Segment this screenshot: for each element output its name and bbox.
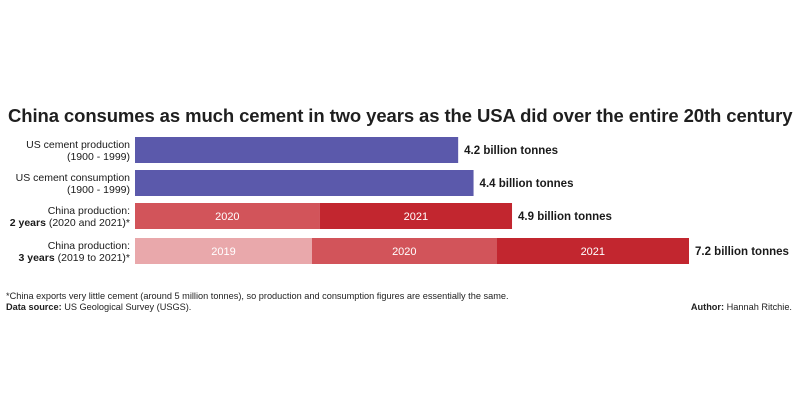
bar-segment: [135, 137, 459, 163]
category-label-line2: 2 years (2020 and 2021)*: [10, 217, 130, 229]
category-label-bold: 2 years: [10, 217, 46, 229]
category-label-line2: 3 years (2019 to 2021)*: [18, 252, 130, 264]
category-label-rest: (2019 to 2021)*: [55, 252, 130, 264]
footnote: *China exports very little cement (aroun…: [6, 291, 509, 301]
data-source-text: US Geological Survey (USGS).: [61, 302, 192, 312]
category-label-line1: China production:: [48, 240, 130, 252]
author-label: Author:: [690, 302, 725, 312]
category-label-line2: (1900 - 1999): [67, 184, 130, 196]
data-source: Data source: US Geological Survey (USGS)…: [6, 302, 191, 312]
category-label-bold: 3 years: [18, 252, 54, 264]
chart-title: China consumes as much cement in two yea…: [8, 105, 793, 126]
bar-segment: [311, 238, 497, 264]
segment-label: 2021: [404, 211, 428, 223]
bar-segment: [135, 170, 474, 196]
author-credit: Author: Hannah Ritchie.: [691, 302, 792, 312]
bar-segment: [319, 203, 513, 229]
author-text: Hannah Ritchie.: [724, 302, 792, 312]
category-label: US cement consumption (1900 - 1999): [16, 172, 131, 196]
category-label: China production: 3 years (2019 to 2021)*: [18, 240, 130, 264]
data-source-label: Data source:: [6, 302, 62, 312]
total-label: 4.4 billion tonnes: [480, 178, 574, 190]
category-label-line2: (1900 - 1999): [67, 151, 130, 163]
bar-row: China production: 2 years (2020 and 2021)…: [10, 203, 612, 229]
bar-segment: [135, 203, 320, 229]
bar-row: China production: 3 years (2019 to 2021)*…: [18, 238, 789, 264]
segment-label: 2021: [581, 246, 605, 258]
category-label: US cement production (1900 - 1999): [26, 139, 130, 163]
segment-label: 2020: [215, 211, 239, 223]
category-label-line1: US cement consumption: [16, 172, 131, 184]
segment-label: 2019: [211, 246, 235, 258]
segment-label: 2020: [392, 246, 416, 258]
bar-chart: US cement production (1900 - 1999) 4.2 bil…: [10, 137, 789, 264]
category-label: China production: 2 years (2020 and 2021)…: [10, 205, 130, 229]
total-label: 4.9 billion tonnes: [518, 211, 612, 223]
total-label: 7.2 billion tonnes: [695, 246, 789, 258]
bar-segment: [496, 238, 689, 264]
bar-row: US cement consumption (1900 - 1999) 4.4 bi…: [16, 170, 574, 196]
category-label-rest: (2020 and 2021)*: [46, 217, 130, 229]
bar-row: US cement production (1900 - 1999) 4.2 bil…: [26, 137, 558, 163]
category-label-line1: China production:: [48, 205, 130, 217]
bar-segment: [135, 238, 312, 264]
category-label-line1: US cement production: [26, 139, 130, 151]
total-label: 4.2 billion tonnes: [464, 145, 558, 157]
